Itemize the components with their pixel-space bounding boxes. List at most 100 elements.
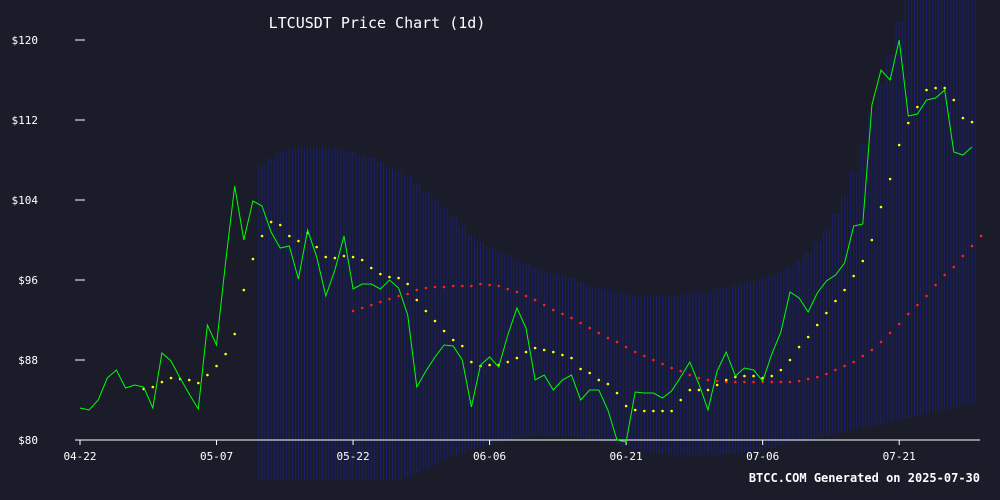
ma-long-point — [652, 358, 655, 362]
ma-short-point — [897, 143, 901, 147]
ma-short-point — [934, 86, 937, 90]
ma-short-point — [916, 105, 919, 109]
ma-long-point — [479, 282, 482, 286]
ma-short-point — [269, 220, 273, 224]
ma-short-point — [661, 409, 664, 413]
ma-long-point — [770, 380, 774, 384]
ma-short-point — [552, 350, 555, 354]
ma-long-point — [961, 254, 965, 258]
ma-long-point — [424, 286, 428, 290]
ma-short-point — [351, 255, 355, 259]
ma-long-point — [552, 308, 555, 312]
ma-short-point — [315, 245, 318, 249]
ma-short-point — [579, 367, 582, 371]
ma-long-point — [897, 322, 901, 326]
ma-short-point — [424, 309, 428, 313]
ma-long-point — [442, 285, 446, 289]
ma-short-point — [615, 391, 619, 395]
ma-short-point — [406, 282, 409, 286]
ma-short-point — [715, 383, 719, 387]
x-tick-label: 07-06 — [746, 450, 779, 463]
ma-long-point — [606, 336, 610, 340]
ma-long-point — [888, 331, 892, 335]
y-tick-label: $120 — [12, 34, 39, 47]
ma-long-point — [661, 362, 664, 366]
ma-short-point — [515, 356, 519, 360]
ma-short-point — [206, 373, 209, 377]
x-tick-label: 05-22 — [336, 450, 369, 463]
ma-short-point — [770, 374, 774, 378]
ma-short-point — [488, 363, 491, 367]
ma-short-point — [324, 255, 328, 259]
ma-short-point — [561, 353, 564, 357]
ma-short-point — [360, 258, 364, 262]
y-tick-label: $104 — [12, 194, 39, 207]
ma-long-point — [542, 303, 546, 307]
ma-short-point — [433, 319, 437, 323]
ma-long-point — [506, 287, 510, 291]
ma-long-point — [451, 284, 455, 288]
ma-short-point — [752, 374, 755, 378]
ma-short-point — [643, 409, 646, 413]
ma-short-point — [451, 338, 455, 342]
ma-short-point — [379, 272, 382, 276]
ma-long-point — [688, 373, 692, 377]
ma-short-point — [260, 234, 264, 238]
ma-long-point — [406, 292, 409, 296]
ma-short-point — [242, 288, 246, 292]
ma-long-point — [825, 372, 828, 376]
ma-short-point — [570, 356, 573, 360]
ma-short-point — [169, 376, 173, 380]
ma-short-point — [734, 375, 737, 379]
ma-long-point — [369, 303, 373, 307]
x-tick-label: 06-21 — [610, 450, 643, 463]
ma-short-point — [524, 350, 528, 354]
ma-short-point — [633, 408, 637, 412]
ma-short-point — [278, 223, 282, 227]
ma-short-point — [724, 378, 728, 382]
ma-short-point — [442, 329, 446, 333]
ma-long-point — [570, 316, 573, 320]
y-tick-label: $80 — [18, 434, 38, 447]
footer-credit: BTCC.COM Generated on 2025-07-30 — [749, 471, 980, 485]
ma-short-point — [815, 323, 819, 327]
ma-long-point — [624, 345, 628, 349]
ma-long-point — [706, 378, 710, 382]
ma-short-point — [197, 381, 200, 385]
ma-long-point — [488, 283, 491, 287]
ma-long-point — [388, 297, 391, 301]
ma-short-point — [460, 344, 464, 348]
ma-long-point — [870, 348, 874, 352]
ma-short-point — [297, 239, 300, 243]
ma-long-point — [670, 366, 673, 370]
ma-long-point — [724, 380, 728, 384]
ma-long-point — [524, 294, 528, 298]
ma-short-point — [597, 378, 601, 382]
ma-short-point — [688, 388, 692, 392]
ma-short-point — [215, 364, 218, 368]
ma-long-point — [588, 326, 592, 330]
ma-long-point — [679, 369, 683, 373]
ma-short-point — [925, 88, 928, 92]
ma-long-point — [379, 300, 382, 304]
y-tick-label: $88 — [18, 354, 38, 367]
ma-short-point — [870, 238, 874, 242]
ma-long-point — [697, 376, 701, 380]
ma-short-point — [906, 121, 910, 125]
ma-short-point — [788, 358, 792, 362]
bollinger-bands — [258, 0, 976, 480]
x-tick-label: 07-21 — [883, 450, 916, 463]
ma-short-point — [697, 388, 701, 392]
ma-short-point — [160, 380, 164, 384]
ma-long-point — [970, 244, 974, 248]
ma-long-point — [470, 284, 473, 288]
ma-long-point — [460, 284, 464, 288]
ma-long-point — [934, 283, 937, 287]
ma-short-point — [369, 266, 373, 270]
ma-short-point — [342, 254, 346, 258]
ma-long-point — [497, 284, 500, 288]
x-tick-label: 06-06 — [473, 450, 506, 463]
ma-short-point — [151, 385, 155, 389]
x-tick-label: 04-22 — [63, 450, 96, 463]
ma-short-point — [224, 352, 227, 356]
